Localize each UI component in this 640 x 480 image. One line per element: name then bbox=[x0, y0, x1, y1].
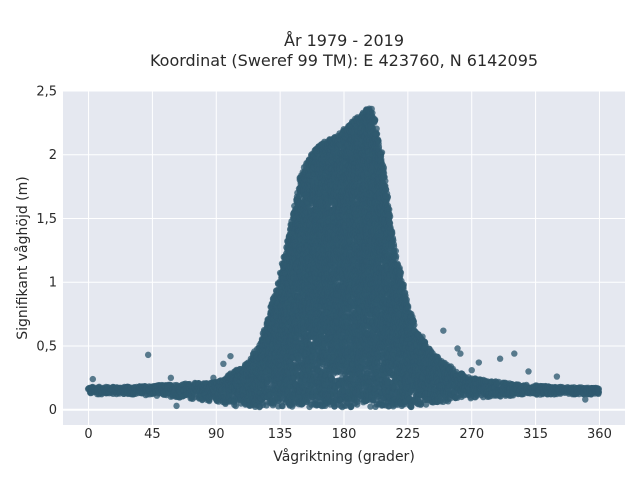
data-point bbox=[189, 395, 196, 402]
chart-title-line-2: Koordinat (Sweref 99 TM): E 423760, N 61… bbox=[150, 51, 538, 70]
data-points bbox=[84, 105, 602, 411]
chart-title-line-1: År 1979 - 2019 bbox=[284, 31, 404, 50]
